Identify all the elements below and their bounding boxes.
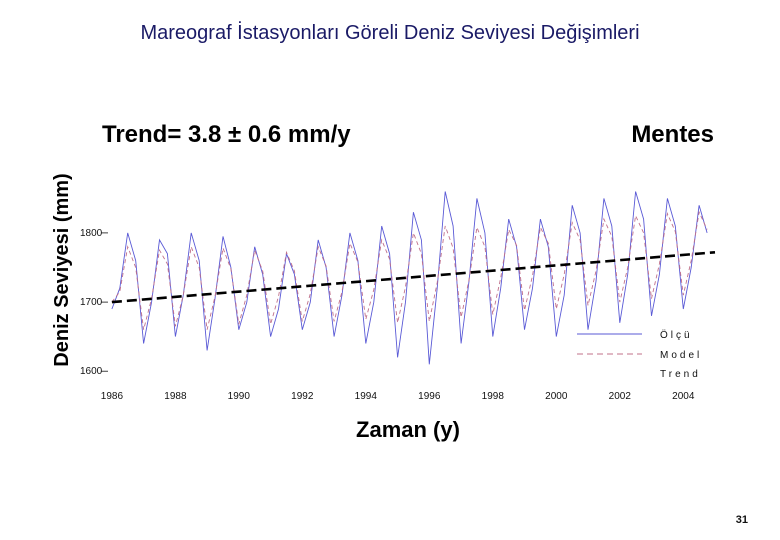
x-tick-label: 1994 <box>355 391 378 402</box>
x-tick-label: 2004 <box>672 391 695 402</box>
x-tick-label: 1990 <box>228 391 251 402</box>
series-line--l- <box>111 191 708 365</box>
x-axis-label: Zaman (y) <box>356 417 460 442</box>
y-tick-label: 1600 <box>80 366 103 377</box>
legend-label-model: Model <box>660 350 702 361</box>
series-line-model <box>111 210 708 330</box>
page-number: 31 <box>735 514 748 526</box>
legend: Ölçü Model Trend <box>577 329 702 380</box>
y-axis-label: Deniz Seviyesi (mm) <box>51 173 73 366</box>
legend-label-trend: Trend <box>660 369 701 380</box>
station-label: Mentes <box>631 121 714 148</box>
x-tick-label: 2000 <box>545 391 568 402</box>
legend-label-olcu: Ölçü <box>660 329 693 341</box>
series-line-trend <box>111 251 716 304</box>
x-tick-label: 1996 <box>418 391 441 402</box>
y-tick-label: 1700 <box>80 297 103 308</box>
x-tick-label: 2002 <box>609 391 632 402</box>
series-layer <box>111 191 716 365</box>
x-tick-label: 1986 <box>101 391 124 402</box>
trend-annotation: Trend= 3.8 ± 0.6 mm/y <box>102 121 351 148</box>
y-tick-label: 1800 <box>80 228 103 239</box>
x-tick-label: 1988 <box>164 391 187 402</box>
x-tick-label: 1998 <box>482 391 505 402</box>
x-tick-label: 1992 <box>291 391 314 402</box>
slide-title: Mareograf İstasyonları Göreli Deniz Sevi… <box>140 22 640 44</box>
axis-layer: 1986 1988 1990 1992 1994 1996 1998 2000 2002 2004… <box>80 228 695 402</box>
